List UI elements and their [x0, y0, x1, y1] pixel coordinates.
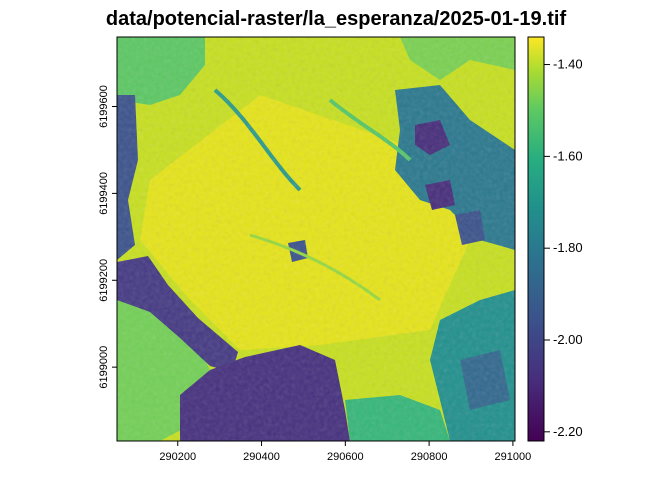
map-title: data/potencial-raster/la_esperanza/2025-…: [105, 8, 567, 30]
y-tick-label: 6199600: [98, 85, 110, 128]
plot-frame: [116, 36, 516, 442]
x-tick-label: 290800: [411, 451, 448, 463]
raster-texture: [117, 37, 515, 441]
x-axis: 290200 290400 290600 290800 291000: [159, 441, 531, 463]
colorbar-tick-label: -1.60: [553, 148, 583, 163]
y-tick-label: 6199400: [98, 172, 110, 215]
y-axis: 6199000 6199200 6199400 6199600: [98, 85, 117, 389]
colorbar-ticks: -1.40 -1.60 -1.80 -2.00 -2.20: [544, 57, 583, 439]
x-tick-label: 291000: [495, 451, 532, 463]
y-tick-label: 6199000: [98, 346, 110, 389]
raster-image: [117, 37, 515, 441]
x-tick-label: 290200: [159, 451, 196, 463]
y-tick-label: 6199200: [98, 259, 110, 302]
x-tick-label: 290600: [327, 451, 364, 463]
colorbar-tick-label: -1.80: [553, 240, 583, 255]
colorbar: [527, 36, 545, 442]
colorbar-tick-label: -2.00: [553, 332, 583, 347]
x-tick-label: 290400: [243, 451, 280, 463]
colorbar-tick-label: -1.40: [553, 57, 583, 72]
colorbar-tick-label: -2.20: [553, 424, 583, 439]
